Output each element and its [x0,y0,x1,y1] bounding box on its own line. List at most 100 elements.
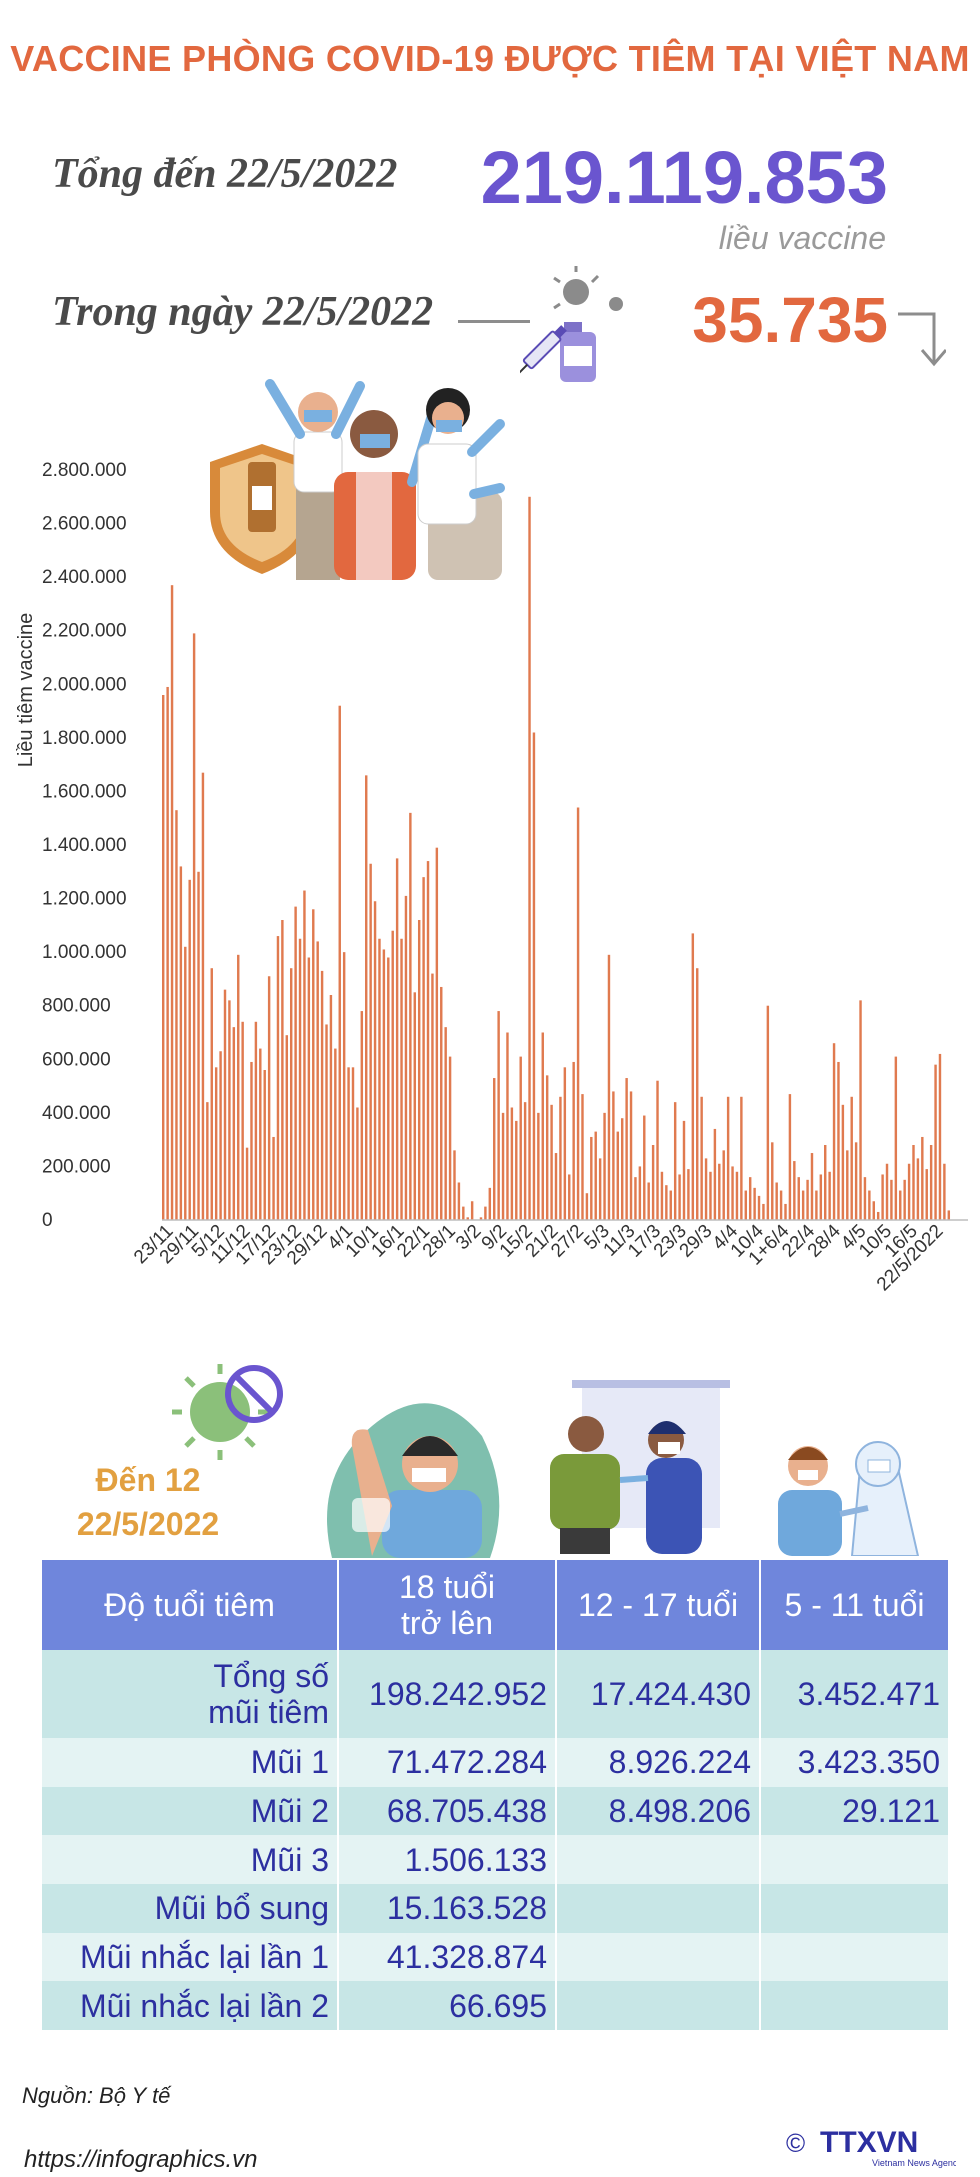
bar [660,1171,664,1220]
bar [404,895,408,1220]
bar [691,933,695,1220]
bar [590,1136,593,1220]
bar [453,1150,456,1220]
table-row: Mũi 1 71.472.284 8.926.224 3.423.350 [42,1738,948,1787]
bar [806,1179,809,1220]
bar [440,986,443,1220]
cell-12-17 [556,1932,761,1982]
bar [563,1067,567,1220]
bar [925,1169,928,1220]
bar [325,1024,328,1220]
bar [868,1190,871,1220]
bar [347,1067,350,1220]
bar [272,1136,275,1220]
bar [201,772,205,1220]
x-axis-ticks: 23/1129/115/1211/1217/1223/1229/124/110/… [130,1220,947,1295]
bar [532,732,536,1220]
bar [726,1096,730,1220]
bar [643,1115,646,1220]
bar [488,1187,492,1220]
bar [285,1035,289,1220]
bar [669,1190,672,1220]
trend-down-arrow-icon [898,312,946,367]
bar [846,1150,849,1220]
y-axis-label: Liều tiêm vaccine [15,613,37,768]
bar [237,954,240,1220]
bar [484,1206,487,1220]
bar [170,585,174,1220]
bar [581,1094,584,1220]
row-label: Mũi 2 [42,1786,339,1836]
y-tick-label: 400.000 [42,1103,111,1124]
table-date-line2: 22/5/2022 [76,1506,220,1542]
bar [263,1070,266,1220]
bar [329,995,333,1220]
bar [422,877,425,1220]
bar [435,847,439,1220]
cell-12-17: 8.498.206 [556,1786,761,1836]
bar [276,936,280,1220]
bar [585,1193,589,1220]
bar [899,1190,902,1220]
bar [863,1177,867,1220]
bar [753,1187,756,1220]
bar [506,1032,509,1220]
bar [554,1153,558,1220]
bar [934,1064,937,1220]
bar [916,1158,920,1220]
bar [162,695,165,1220]
bar [744,1190,747,1220]
bar [929,1145,933,1220]
bar [550,1104,553,1220]
bar [938,1053,942,1220]
table-date-label: Đến 12 22/5/2022 [58,1458,238,1546]
bar [369,863,372,1220]
bar [228,1000,231,1220]
doses-by-age-table: Độ tuổi tiêm 18 tuổi trở lên 12 - 17 tuổ… [42,1560,948,2031]
y-tick-label: 2.000.000 [42,674,127,695]
bar [921,1136,924,1220]
y-tick-label: 1.400.000 [42,835,127,856]
bar [448,1056,452,1220]
bar [801,1190,805,1220]
bar [810,1153,814,1220]
header-5-11: 5 - 11 tuổi [760,1560,948,1650]
bar [334,1048,337,1220]
table-date-line1: Đến 12 [95,1462,201,1498]
bar [417,920,421,1220]
header-age-group: Độ tuổi tiêm [42,1560,339,1650]
bar [594,1131,597,1220]
y-tick-label: 1.600.000 [42,781,127,802]
header-18-plus-line1: 18 tuổi [398,1569,496,1605]
bar [413,992,416,1220]
bar [298,938,302,1220]
bar [356,1107,359,1220]
bar [259,1048,262,1220]
y-tick-label: 2.800.000 [42,460,127,481]
header-18-plus-line2: trở lên [400,1605,494,1641]
cell-18-plus: 41.328.874 [338,1932,557,1982]
ttxvn-logo: © TTXVN Vietnam News Agency [786,2126,956,2168]
bar [607,954,611,1220]
child-vaccination-icon [778,1441,920,1556]
bar [188,879,191,1220]
bar [788,1094,792,1220]
bar [779,1190,783,1220]
bar [824,1145,827,1220]
source-url[interactable]: https://infographics.vn [24,2146,258,2173]
y-tick-label: 2.200.000 [42,621,127,642]
bar [704,1158,708,1220]
bar [378,938,381,1220]
y-axis-ticks: 0 200.000 400.000 600.000 800.000 1.000.000 1.… [42,460,127,1231]
cell-12-17: 17.424.430 [556,1650,761,1738]
bar [612,1091,615,1220]
bar [731,1166,734,1220]
bar [832,1043,836,1220]
bar [638,1166,642,1220]
bar [409,812,412,1220]
bar [890,1179,893,1220]
y-tick-label: 0 [42,1210,53,1231]
y-tick-label: 2.400.000 [42,567,127,588]
bar [457,1182,461,1220]
bars [162,496,951,1220]
